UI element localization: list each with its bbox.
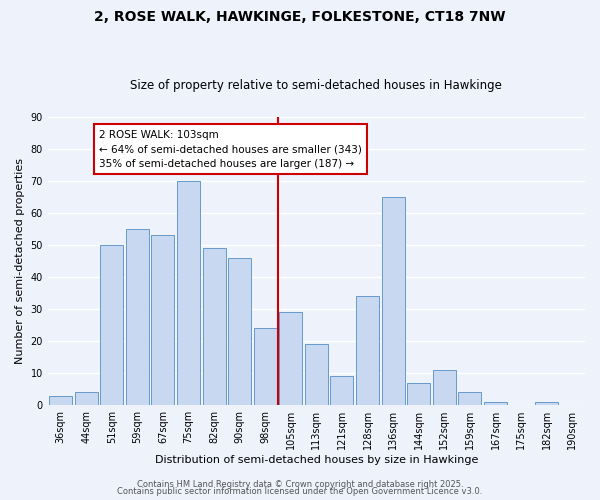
Bar (484, 402, 507, 405)
Bar (228, 258, 251, 405)
Y-axis label: Number of semi-detached properties: Number of semi-detached properties (15, 158, 25, 364)
Bar (356, 296, 379, 405)
Text: Contains public sector information licensed under the Open Government Licence v3: Contains public sector information licen… (118, 487, 482, 496)
Bar (331, 376, 353, 405)
Bar (458, 392, 481, 405)
Text: 2 ROSE WALK: 103sqm
← 64% of semi-detached houses are smaller (343)
35% of semi-: 2 ROSE WALK: 103sqm ← 64% of semi-detach… (99, 130, 362, 169)
Bar (74, 392, 98, 405)
Bar (407, 383, 430, 405)
Bar (100, 245, 123, 405)
Title: Size of property relative to semi-detached houses in Hawkinge: Size of property relative to semi-detach… (130, 79, 502, 92)
Bar (382, 197, 404, 405)
Bar (126, 229, 149, 405)
Bar (254, 328, 277, 405)
Bar (305, 344, 328, 405)
Text: 2, ROSE WALK, HAWKINGE, FOLKESTONE, CT18 7NW: 2, ROSE WALK, HAWKINGE, FOLKESTONE, CT18… (94, 10, 506, 24)
Bar (177, 181, 200, 405)
Bar (280, 312, 302, 405)
Text: Contains HM Land Registry data © Crown copyright and database right 2025.: Contains HM Land Registry data © Crown c… (137, 480, 463, 489)
Bar (49, 396, 72, 405)
Bar (203, 248, 226, 405)
Bar (433, 370, 456, 405)
Bar (535, 402, 558, 405)
X-axis label: Distribution of semi-detached houses by size in Hawkinge: Distribution of semi-detached houses by … (155, 455, 478, 465)
Bar (151, 236, 175, 405)
